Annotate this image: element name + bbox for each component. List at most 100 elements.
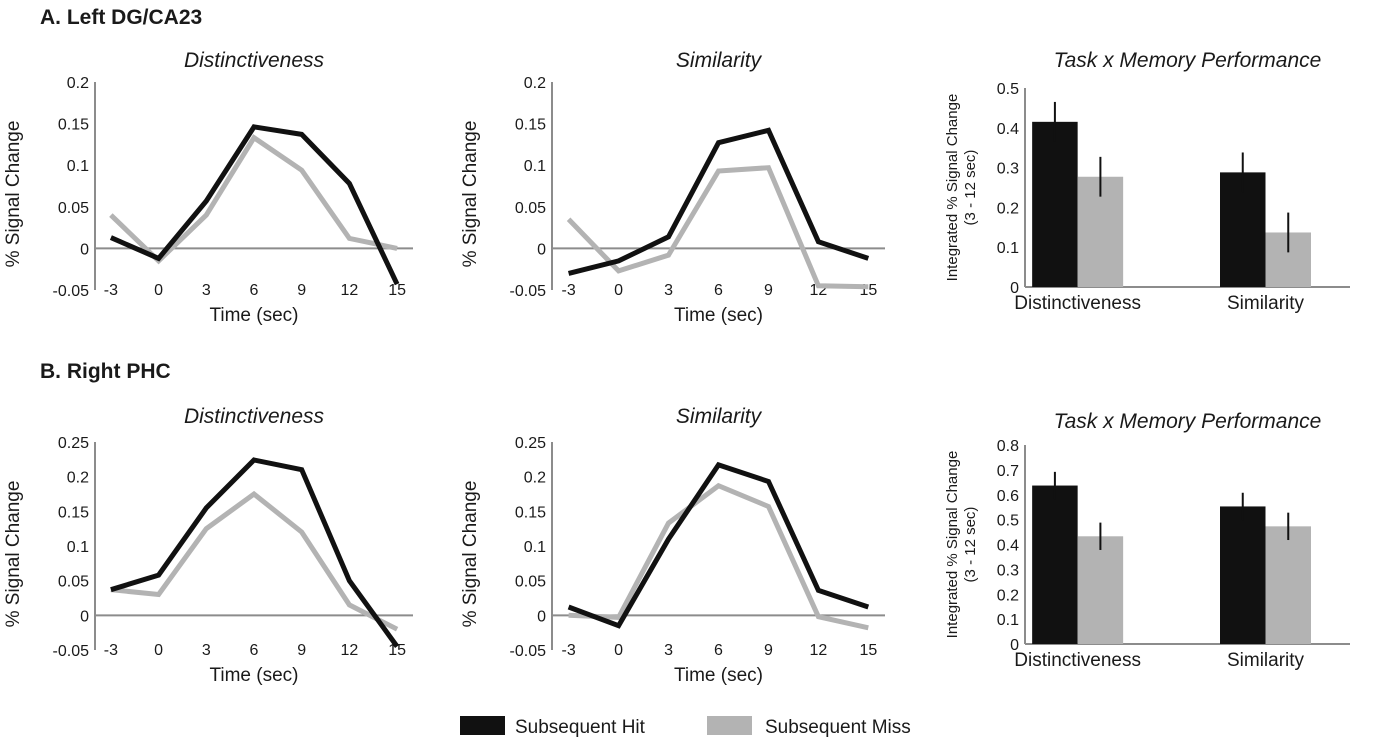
x-tick-label: 9: [764, 642, 773, 659]
x-tick-label: 3: [664, 642, 673, 659]
x-tick-label: 15: [859, 642, 877, 659]
y-tick-label: 0.1: [997, 240, 1019, 257]
chart-A-bars: Task x Memory Performance 0 0.1 0.2 0.3 0.4 0.…: [944, 49, 1350, 314]
y-tick-label: 0.15: [58, 504, 89, 521]
bar-hit: [1032, 121, 1078, 287]
x-axis-label: Time (sec): [209, 665, 298, 686]
chart-title: Similarity: [676, 405, 763, 428]
y-tick-label: 0: [537, 241, 546, 258]
x-tick-label: 12: [341, 282, 359, 299]
category-label: Distinctiveness: [1014, 293, 1141, 314]
y-tick-label: 0.2: [997, 200, 1019, 217]
y-tick-label: 0.1: [997, 612, 1019, 629]
y-tick-label: 0.15: [515, 117, 546, 134]
y-tick-label: 0.5: [997, 81, 1019, 98]
chart-B-similarity: Similarity -0.05 0 0.05 0.1 0.15 0.2 0.25 -3 0 3 6 9…: [460, 405, 885, 686]
y-tick-label: -0.05: [53, 643, 90, 660]
y-tick-label: 0.3: [997, 562, 1019, 579]
bar-hit: [1220, 506, 1266, 644]
x-tick-label: 15: [388, 282, 406, 299]
y-axis-label: % Signal Change: [460, 481, 481, 628]
y-tick-label: 0: [1010, 280, 1019, 297]
series-line-hit: [567, 461, 870, 629]
bar-hit: [1032, 485, 1078, 644]
y-tick-label: 0.1: [524, 539, 546, 556]
chart-A-distinctiveness: Distinctiveness -0.05 0 0.05 0.1 0.15 0.2 -3 0 3 6…: [3, 49, 413, 326]
y-tick-label: 0.2: [524, 470, 546, 487]
y-tick-label: 0.1: [67, 539, 89, 556]
x-tick-label: 3: [664, 282, 673, 299]
chart-title: Distinctiveness: [184, 405, 325, 428]
y-tick-label: 0.2: [67, 470, 89, 487]
panel-a-title: A. Left DG/CA23: [40, 6, 202, 29]
y-tick-label: 0.05: [515, 200, 546, 217]
x-axis-label: Time (sec): [209, 305, 298, 326]
x-tick-label: 6: [250, 282, 259, 299]
y-axis-label: % Signal Change: [3, 121, 24, 268]
y-tick-label: 0.2: [524, 75, 546, 92]
y-tick-label: 0.25: [515, 435, 546, 452]
y-tick-label: -0.05: [53, 283, 90, 300]
y-tick-label: -0.05: [510, 283, 547, 300]
y-tick-label: 0: [1010, 637, 1019, 654]
x-tick-label: 3: [202, 642, 211, 659]
x-tick-label: 0: [154, 282, 163, 299]
y-tick-label: 0.4: [997, 538, 1019, 555]
x-axis-label: Time (sec): [674, 665, 763, 686]
x-tick-label: -3: [104, 282, 118, 299]
y-tick-label: 0.3: [997, 161, 1019, 178]
x-tick-label: 0: [154, 642, 163, 659]
x-tick-label: 6: [250, 642, 259, 659]
y-axis-label: Integrated % Signal Change: [944, 451, 961, 639]
y-tick-label: 0.2: [67, 75, 89, 92]
x-tick-label: 12: [810, 642, 828, 659]
chart-B-distinctiveness: Distinctiveness -0.05 0 0.05 0.1 0.15 0.2 0.25 -…: [3, 405, 413, 686]
x-tick-label: 12: [341, 642, 359, 659]
y-tick-label: 0: [80, 241, 89, 258]
legend-hit-swatch: [460, 716, 505, 735]
y-tick-label: 0.8: [997, 438, 1019, 455]
y-tick-label: 0.6: [997, 488, 1019, 505]
y-tick-label: 0.1: [67, 158, 89, 175]
x-tick-label: 9: [297, 282, 306, 299]
series-line-miss: [566, 165, 869, 290]
chart-title: Task x Memory Performance: [1054, 49, 1322, 72]
legend: Subsequent Hit Subsequent Miss: [460, 716, 911, 738]
series-line-miss: [110, 490, 399, 632]
x-tick-label: 15: [388, 642, 406, 659]
y-tick-label: 0.05: [58, 574, 89, 591]
chart-title: Similarity: [676, 49, 763, 72]
y-tick-label: 0: [80, 608, 89, 625]
chart-title: Task x Memory Performance: [1054, 410, 1322, 433]
bar-miss: [1077, 536, 1124, 644]
y-tick-label: 0.05: [58, 200, 89, 217]
x-tick-label: 3: [202, 282, 211, 299]
y-axis-sublabel: (3 - 12 sec): [962, 150, 979, 226]
category-label: Similarity: [1227, 293, 1305, 314]
y-tick-label: 0.2: [997, 587, 1019, 604]
x-tick-label: -3: [562, 282, 576, 299]
series-line-miss: [568, 482, 869, 631]
chart-B-bars: Task x Memory Performance 0 0.1 0.2 0.3 0.4 0.…: [944, 410, 1350, 671]
category-label: Similarity: [1227, 650, 1305, 671]
category-label: Distinctiveness: [1014, 650, 1141, 671]
chart-title: Distinctiveness: [184, 49, 325, 72]
legend-hit-label: Subsequent Hit: [515, 717, 646, 738]
x-tick-label: 6: [714, 642, 723, 659]
charts-layer: Distinctiveness -0.05 0 0.05 0.1 0.15 0.2 -3 0 3 6…: [3, 49, 1350, 686]
y-tick-label: -0.05: [510, 643, 547, 660]
y-tick-label: 0: [537, 608, 546, 625]
y-tick-label: 0.1: [524, 158, 546, 175]
x-tick-label: -3: [104, 642, 118, 659]
bar-miss: [1265, 526, 1311, 644]
x-tick-label: 0: [614, 282, 623, 299]
x-tick-label: 9: [297, 642, 306, 659]
legend-miss-swatch: [707, 716, 752, 735]
y-tick-label: 0.5: [997, 513, 1019, 530]
series-line-hit: [110, 457, 400, 648]
y-axis-sublabel: (3 - 12 sec): [962, 507, 979, 583]
series-line-hit: [567, 127, 870, 276]
